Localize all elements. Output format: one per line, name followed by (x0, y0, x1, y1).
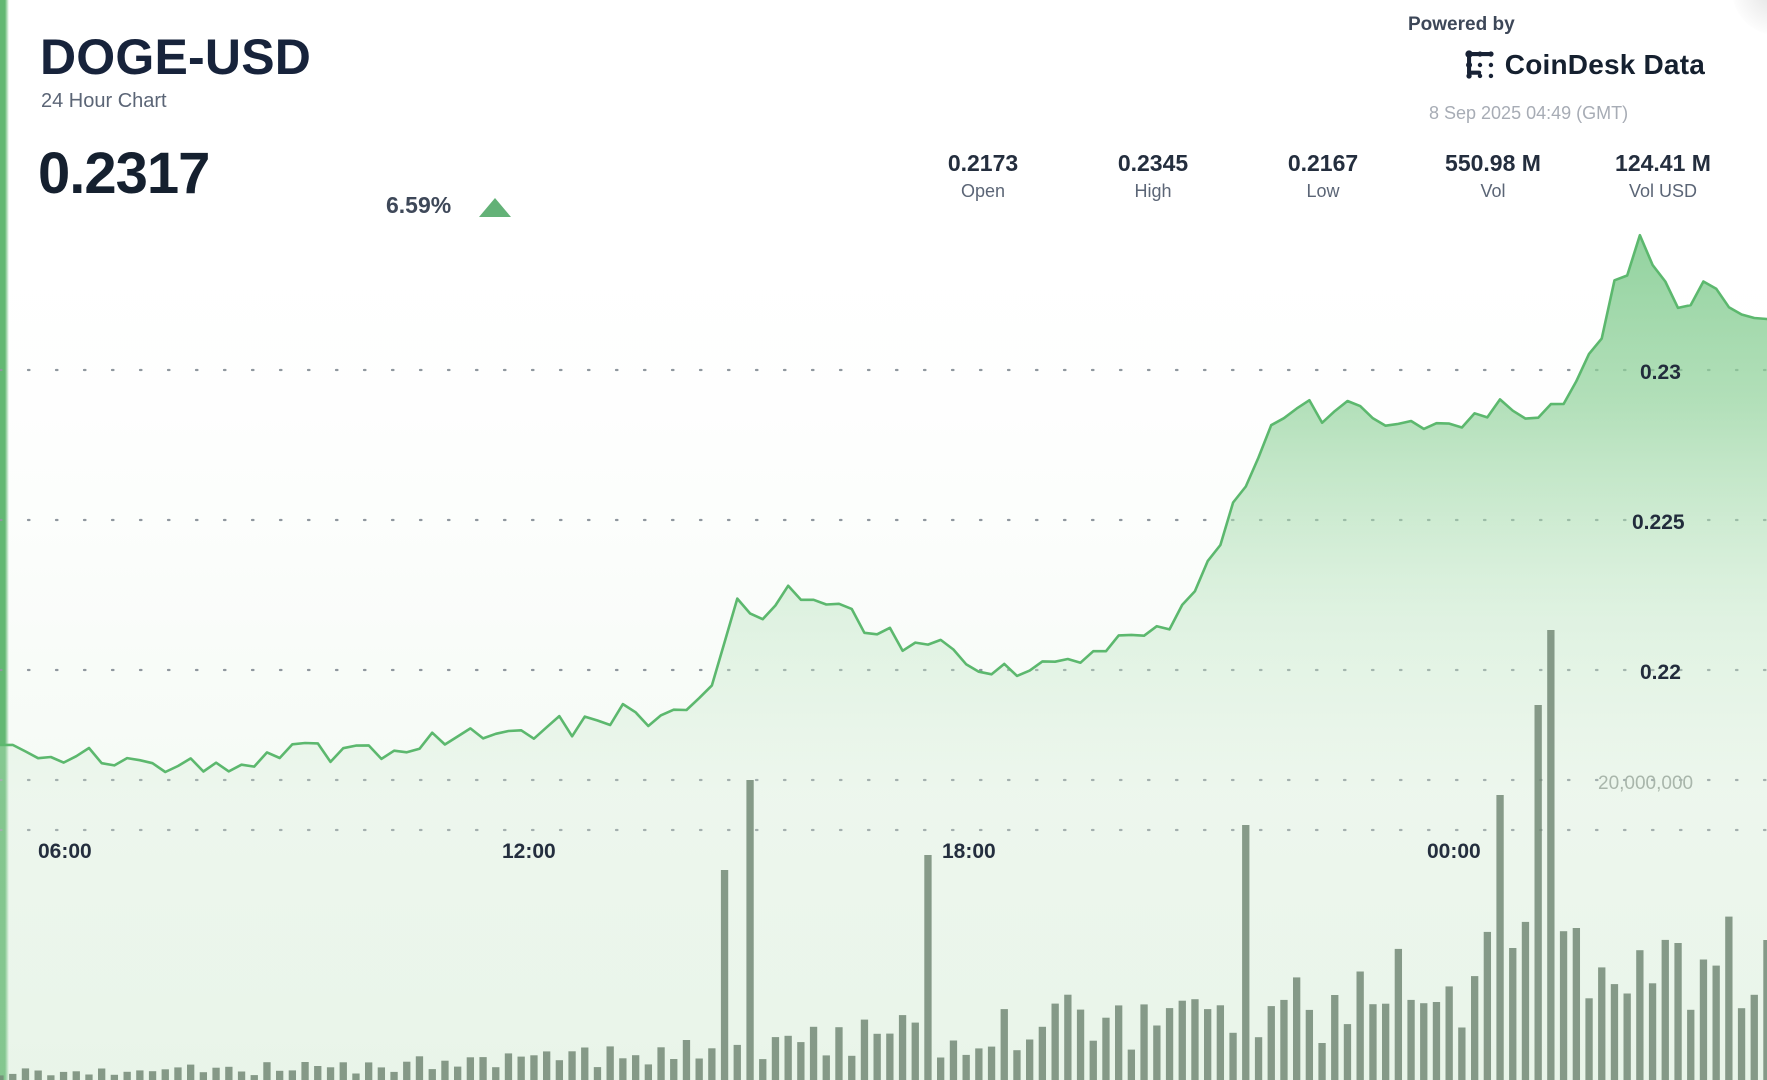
svg-text:12:00: 12:00 (502, 840, 556, 863)
svg-text:06:00: 06:00 (38, 840, 92, 863)
svg-text:18:00: 18:00 (942, 840, 996, 863)
svg-text:20,000,000: 20,000,000 (1598, 773, 1693, 794)
svg-text:0.22: 0.22 (1640, 661, 1681, 684)
svg-text:00:00: 00:00 (1427, 840, 1481, 863)
svg-text:0.23: 0.23 (1640, 361, 1681, 384)
svg-text:0.225: 0.225 (1632, 511, 1685, 534)
